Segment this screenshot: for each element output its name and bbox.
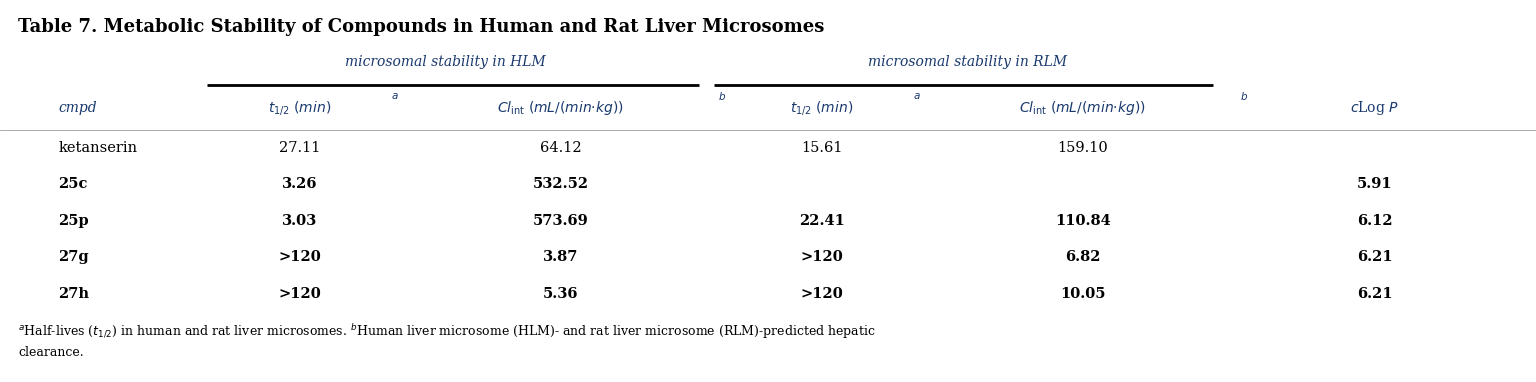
- Text: $\it{t}_{1/2}$ $\it{(min)}$: $\it{t}_{1/2}$ $\it{(min)}$: [790, 99, 854, 117]
- Text: >120: >120: [800, 287, 843, 301]
- Text: $\it{t}_{1/2}$ $\it{(min)}$: $\it{t}_{1/2}$ $\it{(min)}$: [267, 99, 332, 117]
- Text: 159.10: 159.10: [1057, 141, 1109, 155]
- Text: 6.21: 6.21: [1356, 250, 1393, 264]
- Text: 6.12: 6.12: [1356, 214, 1393, 228]
- Text: 573.69: 573.69: [533, 214, 588, 228]
- Text: 25c: 25c: [58, 177, 88, 191]
- Text: 110.84: 110.84: [1055, 214, 1111, 228]
- Text: 3.03: 3.03: [283, 214, 316, 228]
- Text: 10.05: 10.05: [1060, 287, 1106, 301]
- Text: microsomal stability in HLM: microsomal stability in HLM: [346, 55, 545, 69]
- Text: 15.61: 15.61: [800, 141, 843, 155]
- Text: 6.82: 6.82: [1064, 250, 1101, 264]
- Text: >120: >120: [278, 287, 321, 301]
- Text: $\it{b}$: $\it{b}$: [717, 90, 727, 102]
- Text: $\it{Cl}_{\rm int}$ $\it{(mL/(min{\cdot}kg))}$: $\it{Cl}_{\rm int}$ $\it{(mL/(min{\cdot}…: [1020, 99, 1146, 117]
- Text: >120: >120: [278, 250, 321, 264]
- Text: 3.26: 3.26: [281, 177, 318, 191]
- Text: 27g: 27g: [58, 250, 89, 264]
- Text: >120: >120: [800, 250, 843, 264]
- Text: $\it{a}$: $\it{a}$: [914, 91, 920, 101]
- Text: 5.36: 5.36: [542, 287, 579, 301]
- Text: cmpd: cmpd: [58, 101, 97, 115]
- Text: 532.52: 532.52: [533, 177, 588, 191]
- Text: 5.91: 5.91: [1356, 177, 1393, 191]
- Text: clearance.: clearance.: [18, 346, 84, 359]
- Text: $\it{Cl}_{\rm int}$ $\it{(mL/(min{\cdot}kg))}$: $\it{Cl}_{\rm int}$ $\it{(mL/(min{\cdot}…: [498, 99, 624, 117]
- Text: 64.12: 64.12: [539, 141, 582, 155]
- Text: $\it{a}$: $\it{a}$: [392, 91, 398, 101]
- Text: ketanserin: ketanserin: [58, 141, 138, 155]
- Text: $^{a}$Half-lives ($t_{1/2}$) in human and rat liver microsomes. $^{b}$Human live: $^{a}$Half-lives ($t_{1/2}$) in human an…: [18, 323, 876, 342]
- Text: 25p: 25p: [58, 214, 89, 228]
- Text: 27.11: 27.11: [280, 141, 319, 155]
- Text: 22.41: 22.41: [799, 214, 845, 228]
- Text: $\it{b}$: $\it{b}$: [1240, 90, 1249, 102]
- Text: 6.21: 6.21: [1356, 287, 1393, 301]
- Text: microsomal stability in RLM: microsomal stability in RLM: [868, 55, 1068, 69]
- Text: Table 7. Metabolic Stability of Compounds in Human and Rat Liver Microsomes: Table 7. Metabolic Stability of Compound…: [18, 18, 825, 36]
- Text: 3.87: 3.87: [542, 250, 579, 264]
- Text: $\it{c}$Log $\it{P}$: $\it{c}$Log $\it{P}$: [1350, 99, 1399, 117]
- Text: 27h: 27h: [58, 287, 89, 301]
